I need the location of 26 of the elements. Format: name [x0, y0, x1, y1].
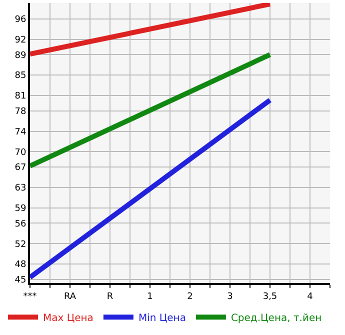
x-tick-label: 3 — [227, 292, 233, 302]
y-tick-label: 78 — [14, 106, 26, 117]
y-tick-label: 48 — [14, 260, 26, 270]
y-tick-label: 96 — [14, 14, 26, 25]
y-tick-label: 52 — [14, 240, 26, 250]
y-tick-label: 67 — [14, 163, 26, 174]
legend-label: Max Цена — [43, 313, 94, 324]
x-tick-label: R — [106, 292, 114, 302]
y-tick-label: 59 — [14, 204, 26, 214]
x-tick-label: RA — [64, 292, 77, 302]
y-tick-label: 63 — [14, 184, 26, 194]
y-tick-label: 74 — [14, 127, 26, 138]
x-tick-label: 1 — [147, 292, 153, 302]
y-tick-label: 85 — [14, 71, 26, 82]
x-tick-label: 3,5 — [262, 292, 278, 302]
x-tick-label: 4 — [307, 292, 314, 302]
x-tick-label: *** — [23, 292, 38, 302]
x-tick-label: 2 — [187, 292, 193, 302]
y-tick-label: 81 — [14, 92, 26, 102]
legend-label: Сред.Цена, т.йен — [230, 313, 322, 324]
legend-label: Min Цена — [138, 313, 186, 324]
y-tick-label: 92 — [14, 35, 26, 46]
y-tick-label: 45 — [14, 276, 26, 286]
y-tick-label: 70 — [14, 148, 26, 158]
y-tick-label: 56 — [14, 219, 26, 230]
y-tick-label: 89 — [14, 50, 26, 61]
